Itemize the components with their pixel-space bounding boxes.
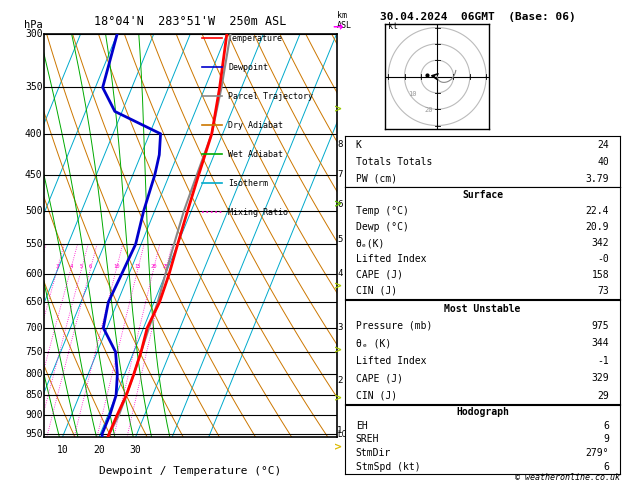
Text: Dewpoint / Temperature (°C): Dewpoint / Temperature (°C)	[99, 466, 281, 476]
Text: θₑ (K): θₑ (K)	[356, 338, 391, 348]
Text: 30.04.2024  06GMT  (Base: 06): 30.04.2024 06GMT (Base: 06)	[380, 12, 576, 22]
Text: Mixing Ratio (g/kg): Mixing Ratio (g/kg)	[353, 185, 362, 287]
Text: 344: 344	[591, 338, 609, 348]
Text: Pressure (mb): Pressure (mb)	[356, 321, 432, 331]
Text: 4: 4	[337, 269, 342, 278]
Text: 700: 700	[25, 323, 43, 333]
Text: Lifted Index: Lifted Index	[356, 254, 426, 264]
Text: Isotherm: Isotherm	[228, 179, 269, 188]
Text: 1: 1	[337, 426, 342, 434]
Text: Hodograph: Hodograph	[456, 407, 509, 417]
Text: 400: 400	[25, 129, 43, 139]
Text: PW (cm): PW (cm)	[356, 174, 397, 184]
Text: →: →	[333, 20, 343, 33]
Text: 2: 2	[337, 376, 342, 385]
Text: -0: -0	[598, 254, 609, 264]
Text: Dewp (°C): Dewp (°C)	[356, 222, 409, 232]
Text: 22.4: 22.4	[586, 206, 609, 216]
Text: 450: 450	[25, 170, 43, 180]
Text: 6: 6	[337, 200, 342, 208]
Text: 29: 29	[598, 391, 609, 400]
Text: 850: 850	[25, 390, 43, 400]
Text: 4: 4	[69, 263, 72, 269]
Text: >: >	[334, 394, 342, 403]
Text: Temp (°C): Temp (°C)	[356, 206, 409, 216]
Text: Dry Adiabat: Dry Adiabat	[228, 121, 283, 130]
Text: StmSpd (kt): StmSpd (kt)	[356, 462, 420, 472]
Text: 3: 3	[337, 323, 342, 332]
Text: CAPE (J): CAPE (J)	[356, 270, 403, 280]
Text: 342: 342	[591, 238, 609, 248]
Text: 650: 650	[25, 297, 43, 307]
Text: 20: 20	[424, 107, 433, 113]
Text: 73: 73	[598, 286, 609, 296]
Text: 7: 7	[337, 170, 342, 179]
Text: Totals Totals: Totals Totals	[356, 156, 432, 167]
Text: 6: 6	[603, 462, 609, 472]
Text: 900: 900	[25, 410, 43, 420]
Text: 5: 5	[80, 263, 83, 269]
Text: 800: 800	[25, 369, 43, 379]
Text: 40: 40	[598, 156, 609, 167]
Text: EH: EH	[356, 420, 367, 431]
Text: 500: 500	[25, 206, 43, 216]
Text: >: >	[334, 199, 342, 209]
Text: Dewpoint: Dewpoint	[228, 63, 269, 71]
Text: Surface: Surface	[462, 190, 503, 200]
Text: 550: 550	[25, 239, 43, 249]
Text: 600: 600	[25, 269, 43, 279]
Text: km
ASL: km ASL	[337, 11, 352, 30]
Text: 975: 975	[591, 321, 609, 331]
Text: kt: kt	[388, 22, 398, 31]
Text: 10: 10	[408, 91, 416, 97]
Text: 30: 30	[130, 446, 142, 455]
Text: 329: 329	[591, 373, 609, 383]
Text: 279°: 279°	[586, 448, 609, 458]
Text: 6: 6	[603, 420, 609, 431]
Text: Lifted Index: Lifted Index	[356, 356, 426, 366]
Text: Wet Adiabat: Wet Adiabat	[228, 150, 283, 159]
Text: 158: 158	[591, 270, 609, 280]
Text: 350: 350	[25, 83, 43, 92]
Text: © weatheronline.co.uk: © weatheronline.co.uk	[515, 473, 620, 482]
Text: 6: 6	[89, 263, 92, 269]
Text: 300: 300	[25, 29, 43, 39]
Text: >: >	[334, 442, 342, 452]
Text: 8: 8	[337, 139, 342, 149]
Text: 3: 3	[56, 263, 59, 269]
Text: Most Unstable: Most Unstable	[444, 304, 521, 313]
Text: >: >	[334, 282, 342, 292]
Text: >: >	[334, 345, 342, 355]
Text: Mixing Ratio: Mixing Ratio	[228, 208, 288, 217]
Text: CIN (J): CIN (J)	[356, 286, 397, 296]
Text: 9: 9	[603, 434, 609, 444]
Text: Temperature: Temperature	[228, 34, 283, 43]
Text: Parcel Trajectory: Parcel Trajectory	[228, 92, 313, 101]
Text: 10: 10	[113, 263, 120, 269]
Text: hPa: hPa	[24, 20, 43, 30]
Text: 20: 20	[150, 263, 157, 269]
Text: 950: 950	[25, 429, 43, 439]
Text: θₑ(K): θₑ(K)	[356, 238, 385, 248]
Text: SREH: SREH	[356, 434, 379, 444]
Text: 10: 10	[57, 446, 68, 455]
Text: StmDir: StmDir	[356, 448, 391, 458]
Text: K: K	[356, 139, 362, 150]
Text: 20: 20	[93, 446, 105, 455]
Text: -1: -1	[598, 356, 609, 366]
Text: 24: 24	[598, 139, 609, 150]
Text: 20.9: 20.9	[586, 222, 609, 232]
Text: CAPE (J): CAPE (J)	[356, 373, 403, 383]
Text: LCL: LCL	[337, 430, 351, 439]
Text: 25: 25	[163, 263, 170, 269]
Text: >: >	[334, 104, 342, 114]
Text: 5: 5	[337, 235, 342, 243]
Text: CIN (J): CIN (J)	[356, 391, 397, 400]
Text: 15: 15	[135, 263, 142, 269]
Text: 18°04'N  283°51'W  250m ASL: 18°04'N 283°51'W 250m ASL	[94, 15, 286, 28]
Text: 3.79: 3.79	[586, 174, 609, 184]
Text: 750: 750	[25, 347, 43, 357]
